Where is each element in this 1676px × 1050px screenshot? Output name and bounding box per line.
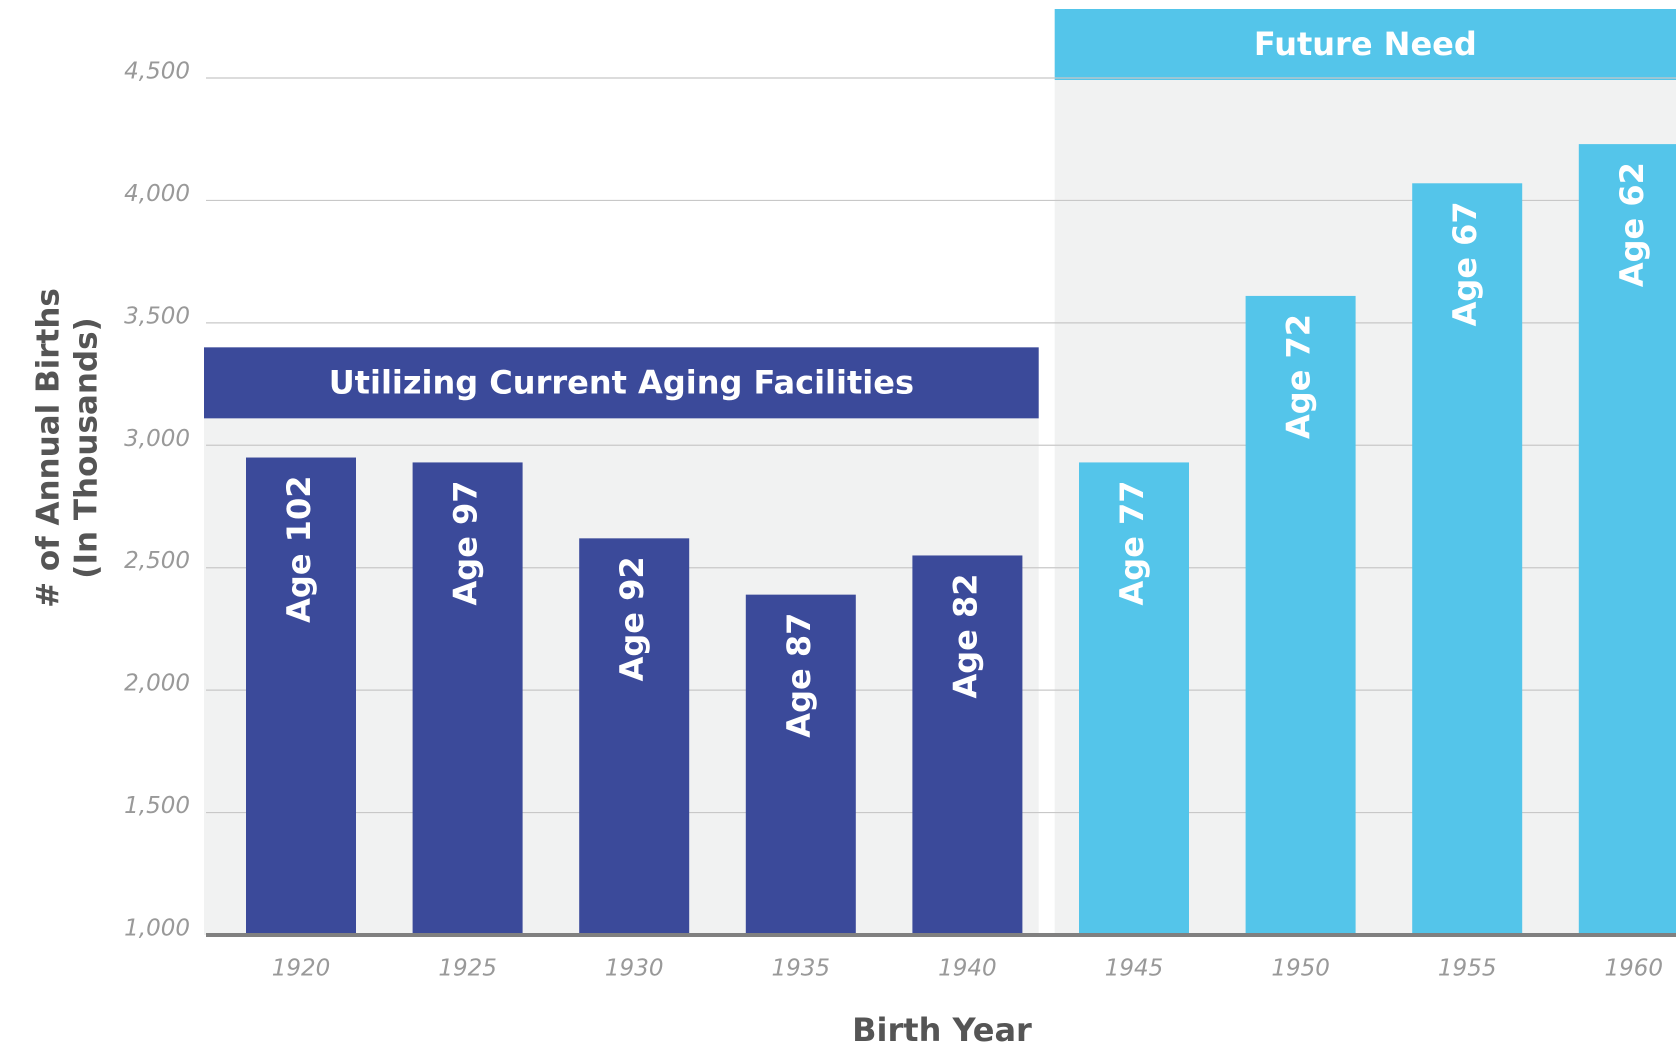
y-tick-label: 4,500 <box>124 59 190 85</box>
bar <box>1412 183 1523 935</box>
group-banner <box>204 347 1039 419</box>
bar-label: Age 67 <box>1446 201 1484 326</box>
x-tick-label: 1950 <box>1271 956 1330 982</box>
group-banner <box>1054 9 1676 80</box>
bar <box>579 538 690 935</box>
y-tick-label: 1,500 <box>124 793 190 819</box>
bar <box>1245 295 1356 935</box>
bar <box>1079 462 1189 935</box>
y-axis-label-line: (In Thousands) <box>69 317 105 578</box>
x-tick-label: 1920 <box>272 956 331 982</box>
x-tick-label: 1945 <box>1105 956 1164 982</box>
bar-label: Age 92 <box>613 556 651 681</box>
group-banner-label: Future Need <box>1254 25 1477 63</box>
y-tick-label: 1,000 <box>124 916 190 942</box>
bar-label: Age 77 <box>1113 480 1151 605</box>
bar <box>1578 144 1676 935</box>
y-axis-label-line: # of Annual Births <box>31 288 67 608</box>
x-tick-label: 1960 <box>1605 956 1664 982</box>
bar-label: Age 97 <box>447 480 485 605</box>
bar <box>912 555 1023 935</box>
bar <box>246 457 356 935</box>
bar-label: Age 87 <box>780 613 818 738</box>
x-tick-label: 1955 <box>1438 956 1497 982</box>
x-tick-label: 1940 <box>938 956 997 982</box>
group-banner-label: Utilizing Current Aging Facilities <box>329 363 914 401</box>
y-tick-label: 3,500 <box>124 303 190 329</box>
y-tick-label: 2,500 <box>124 548 190 574</box>
bar-label: Age 72 <box>1280 314 1318 439</box>
bar-label: Age 62 <box>1613 162 1651 287</box>
bar <box>412 462 523 935</box>
y-tick-label: 3,000 <box>124 426 190 452</box>
bar-label: Age 82 <box>946 573 984 698</box>
x-tick-label: 1925 <box>438 956 497 982</box>
x-tick-label: 1935 <box>772 956 831 982</box>
y-axis-label: # of Annual Births (In Thousands) <box>31 288 105 608</box>
bar <box>745 594 856 935</box>
y-tick-label: 2,000 <box>124 671 190 697</box>
x-tick-label: 1930 <box>605 956 664 982</box>
bar-label: Age 102 <box>280 476 318 623</box>
y-tick-label: 4,000 <box>124 181 190 207</box>
x-axis-label: Birth Year <box>852 1011 1032 1049</box>
